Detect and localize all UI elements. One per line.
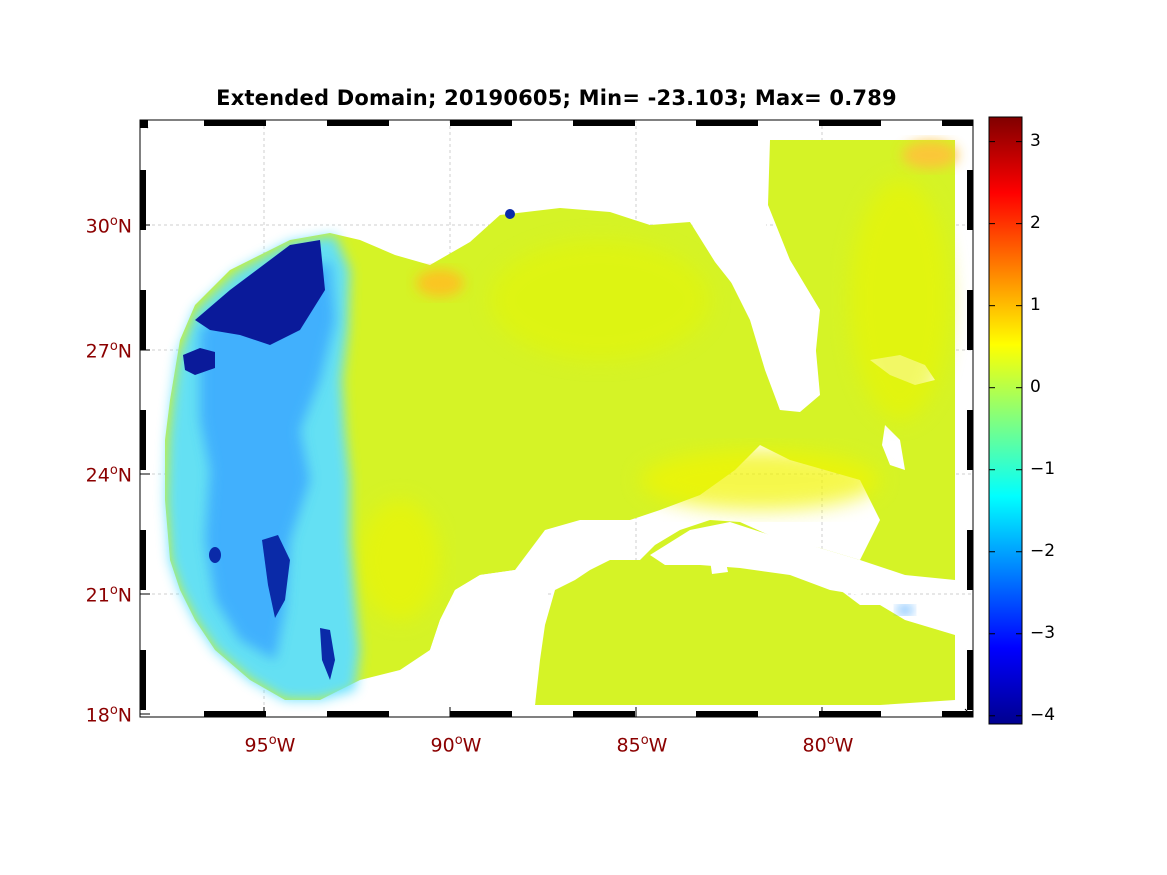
colorbar-gradient (988, 116, 1023, 725)
western-anomaly (166, 209, 913, 700)
colorbar-tick-label: −3 (1030, 622, 1056, 643)
lon-label-85W: 85oW (616, 733, 668, 757)
lon-label-95W: 95oW (244, 733, 296, 757)
lat-label-30N: 30oN (85, 214, 132, 238)
lon-label-90W: 90oW (430, 733, 482, 757)
colorbar-tick-label: −2 (1030, 540, 1056, 561)
colorbar-tick-label: 1 (1030, 294, 1041, 315)
colorbar-tick-label: −4 (1030, 704, 1056, 725)
colorbar-tick-label: 0 (1030, 376, 1041, 397)
colorbar-ticks (989, 141, 1022, 717)
lat-label-24N: 24oN (85, 463, 132, 487)
map-title: Extended Domain; 20190605; Min= -23.103;… (216, 86, 897, 110)
map-frame (139, 119, 974, 718)
colorbar-tick-label: −1 (1030, 458, 1056, 479)
colorbar (988, 116, 1023, 725)
lat-label-21N: 21oN (85, 583, 132, 607)
lon-label-80W: 80oW (802, 733, 854, 757)
ocean-field (165, 140, 958, 705)
lat-label-18N: 18oN (85, 703, 132, 727)
lat-label-27N: 27oN (85, 339, 132, 363)
colorbar-tick-label: 2 (1030, 212, 1041, 233)
colorbar-tick-label: 3 (1030, 130, 1041, 151)
